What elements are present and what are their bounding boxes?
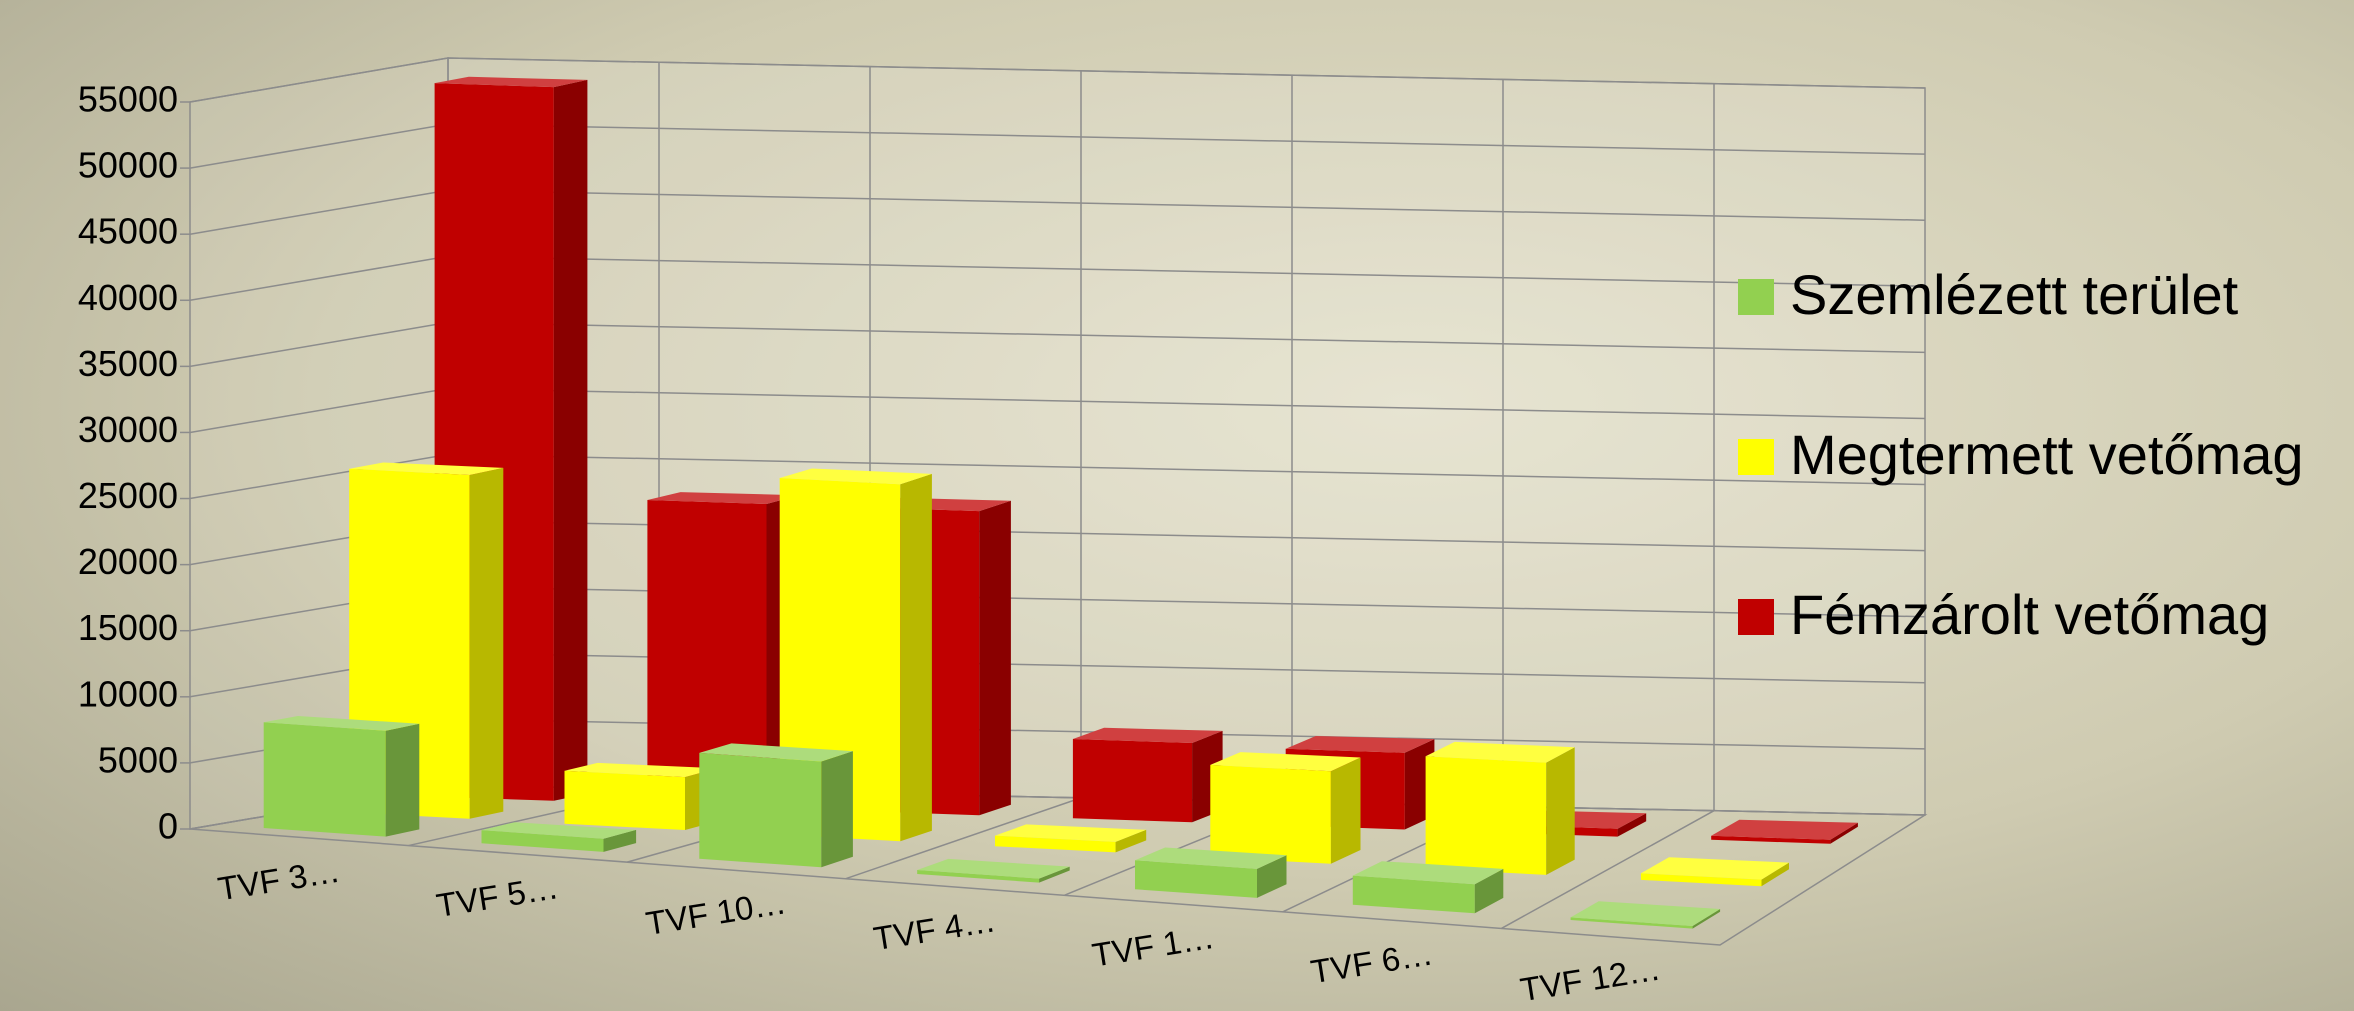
legend-swatch	[1738, 599, 1774, 635]
bar	[1425, 741, 1575, 875]
bar-side	[469, 467, 504, 819]
bar	[1135, 847, 1287, 898]
y-tick-label: 25000	[78, 475, 178, 516]
legend-swatch	[1738, 439, 1774, 475]
y-tick-label: 5000	[98, 739, 178, 780]
bar-top	[1352, 861, 1504, 885]
bar	[481, 822, 637, 852]
bar	[263, 716, 420, 837]
bar-front	[1072, 739, 1193, 823]
bar-top	[917, 858, 1070, 879]
floor-divider	[845, 797, 1082, 880]
bar-top	[779, 468, 932, 485]
bar-top	[1285, 736, 1435, 753]
bar-front	[1570, 917, 1693, 929]
bar-front	[481, 830, 604, 852]
bar-front	[564, 770, 685, 830]
y-tick-label: 20000	[78, 541, 178, 582]
bar-top	[995, 824, 1147, 842]
y-tick-label: 10000	[78, 673, 178, 714]
bar-side	[553, 79, 588, 801]
bar-side	[1330, 757, 1361, 864]
bar	[699, 743, 853, 868]
bar-front	[917, 870, 1040, 883]
x-tick-label: TVF 10…	[643, 883, 788, 942]
bar-front	[263, 722, 386, 837]
bar	[1570, 901, 1721, 929]
bar-side	[1474, 868, 1504, 914]
x-tick-label: TVF 1…	[1090, 918, 1217, 974]
bar-top	[699, 743, 853, 762]
bar-top	[647, 492, 800, 504]
bar-front	[1210, 764, 1331, 864]
y-tick-label: 35000	[78, 343, 178, 384]
bar-side	[603, 829, 637, 852]
grid-line	[189, 57, 1926, 103]
legend-swatch	[1738, 279, 1774, 315]
bar-top	[564, 762, 718, 778]
legend-label: Fémzárolt vetőmag	[1790, 583, 2269, 646]
bar	[995, 824, 1147, 853]
y-tick-label: 45000	[78, 211, 178, 252]
bar-front	[995, 835, 1116, 853]
bar	[1352, 861, 1504, 914]
bar-side	[1546, 747, 1575, 875]
bar-side	[979, 500, 1011, 816]
bar-front	[699, 752, 822, 868]
bar-front	[1640, 873, 1762, 887]
bar	[1210, 752, 1361, 864]
bar-top	[349, 462, 504, 475]
y-tick-label: 15000	[78, 607, 178, 648]
bar-side	[1257, 855, 1287, 898]
bar-top	[1072, 727, 1223, 743]
legend-label: Megtermett vetőmag	[1790, 423, 2304, 486]
bar-top	[1425, 741, 1575, 763]
bar-front	[1425, 756, 1547, 875]
bar	[1640, 857, 1789, 887]
bar-side	[821, 751, 853, 868]
bar-front	[1135, 860, 1257, 898]
y-tick-label: 40000	[78, 277, 178, 318]
bar	[917, 858, 1070, 883]
x-tick-label: TVF 4…	[871, 901, 998, 957]
x-tick-label: TVF 12…	[1518, 950, 1663, 1009]
x-tick-label: TVF 5…	[434, 868, 561, 924]
bar	[564, 762, 718, 830]
bar-front	[1711, 835, 1831, 844]
y-tick-label: 30000	[78, 409, 178, 450]
x-tick-label: TVF 6…	[1308, 935, 1435, 991]
bar-top	[1210, 752, 1361, 772]
bar-top	[1135, 847, 1287, 869]
bar-side	[1830, 822, 1858, 844]
bar-top	[1570, 901, 1721, 926]
y-tick-label: 0	[158, 806, 178, 847]
bar	[1711, 819, 1858, 844]
y-tick-label: 50000	[78, 145, 178, 186]
bar-top	[1640, 857, 1789, 880]
bar-side	[1692, 909, 1721, 929]
x-tick-label: TVF 3…	[215, 852, 342, 908]
legend-label: Szemlézett terület	[1790, 263, 2239, 326]
bar-top	[434, 76, 588, 88]
bar-side	[1115, 829, 1147, 853]
y-tick-label: 55000	[78, 79, 178, 120]
bar-top	[481, 822, 637, 839]
bar-front	[1352, 875, 1475, 914]
bar	[1072, 727, 1223, 823]
bar-front	[647, 500, 767, 808]
bar-top	[1711, 819, 1858, 840]
bar-side	[385, 723, 420, 837]
bar-side	[1039, 866, 1070, 883]
bar-side	[1617, 813, 1647, 837]
bar-top	[263, 716, 420, 731]
bar-side	[1761, 862, 1789, 887]
bar-side	[900, 473, 932, 842]
floor-divider	[1501, 810, 1715, 930]
